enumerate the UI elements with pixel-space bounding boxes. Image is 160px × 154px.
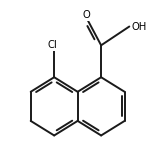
Text: Cl: Cl xyxy=(48,40,58,50)
Text: O: O xyxy=(82,10,90,20)
Text: OH: OH xyxy=(131,22,146,32)
